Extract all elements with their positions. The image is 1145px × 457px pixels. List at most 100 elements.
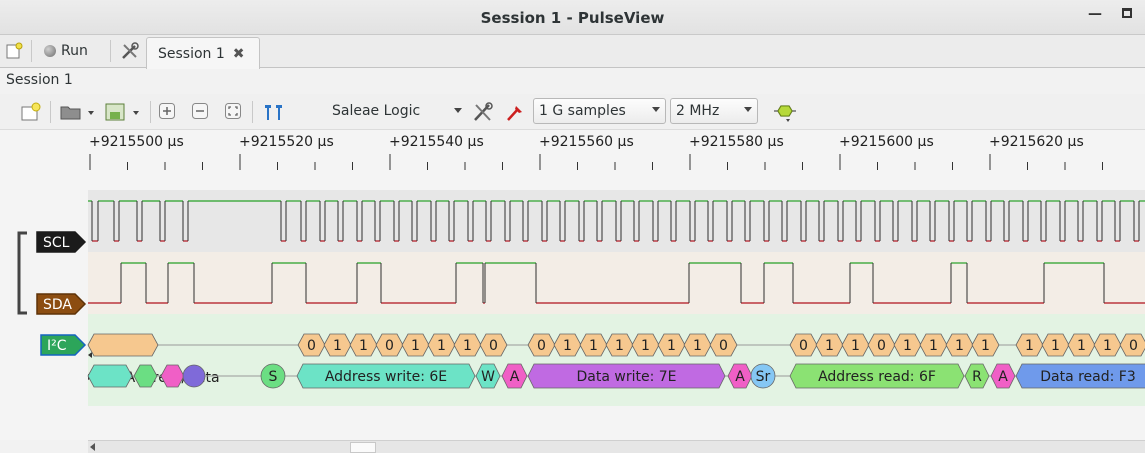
folder-icon (60, 106, 94, 120)
run-icon (44, 45, 56, 57)
maximize-button[interactable] (1122, 6, 1132, 22)
bit-cell-label: 1 (981, 338, 990, 354)
open-button[interactable] (60, 102, 96, 120)
probe-icon (507, 106, 522, 121)
separator (110, 40, 111, 62)
sda-label-box[interactable] (36, 293, 87, 315)
run-button[interactable]: Run (44, 35, 88, 67)
chevron-down-icon (652, 107, 660, 112)
scl-label: SCL (43, 235, 70, 251)
bit-cell[interactable] (709, 333, 738, 357)
address-read-annotation[interactable] (789, 363, 965, 389)
device-selector[interactable]: Saleae Logic (320, 98, 466, 124)
configure-device-button[interactable] (471, 102, 495, 121)
ack-annotation-label: A (998, 369, 1008, 385)
group-bracket (17, 231, 27, 315)
samplerate-select[interactable]: 2 MHz (670, 98, 758, 124)
bits-truncated[interactable] (87, 333, 159, 357)
bit-cell-label: 1 (903, 338, 912, 354)
tab-session-1[interactable]: Session 1 ✖ (146, 37, 260, 69)
sample-count-select[interactable]: 1 G samples (533, 98, 666, 124)
zoom-in-button[interactable] (158, 102, 178, 120)
bit-cell-label: 0 (489, 338, 498, 354)
bit-cell[interactable] (1119, 333, 1145, 357)
bit-cell-label: 1 (333, 338, 342, 354)
bit-cell-label: 0 (799, 338, 808, 354)
tools-icon (122, 42, 139, 59)
ruler-label: +9215580 µs (689, 134, 784, 150)
bit-cell-label: 0 (385, 338, 394, 354)
bit-cell-label: 1 (851, 338, 860, 354)
data-read-annotation[interactable] (1015, 363, 1145, 389)
i2c-row-background (88, 314, 1145, 406)
bit-cell-label: 0 (719, 338, 728, 354)
ack-annotation[interactable] (990, 363, 1016, 389)
bit-cell-label: 1 (411, 338, 420, 354)
annotation-truncated[interactable] (182, 364, 206, 388)
bit-cell-label: 1 (437, 338, 446, 354)
scl-label-box[interactable] (36, 231, 87, 253)
bit-cell-label: 0 (537, 338, 546, 354)
bit-cell-label: 1 (955, 338, 964, 354)
main-toolbar: Run Session 1 ✖ (0, 35, 1145, 69)
chevron-down-icon (454, 108, 462, 113)
bit-cell-label: 1 (693, 338, 702, 354)
bit-cell-label: 1 (359, 338, 368, 354)
ack-annotation-label: A (510, 369, 520, 385)
decoder-icon (774, 105, 796, 122)
data-write-annotation[interactable] (527, 363, 726, 389)
i2c-label: I²C (47, 338, 67, 354)
zoom-out-button[interactable] (191, 102, 211, 120)
scroll-left-icon[interactable] (90, 443, 95, 451)
ruler-label: +9215520 µs (239, 134, 334, 150)
scrollbar-thumb[interactable] (350, 442, 376, 453)
title-bar: Session 1 - PulseView — (0, 0, 1145, 35)
add-decoder-button[interactable] (772, 102, 800, 122)
bit-cell-label: 1 (825, 338, 834, 354)
minimize-button[interactable]: — (1088, 6, 1102, 22)
bit-cell[interactable] (971, 333, 1000, 357)
zoom-in-icon (159, 103, 175, 119)
bit-cell-label: 1 (1103, 338, 1112, 354)
start-condition[interactable] (260, 363, 286, 389)
probe-button[interactable] (504, 102, 528, 121)
ack-annotation-label: A (735, 369, 745, 385)
ruler-label: +9215560 µs (539, 134, 634, 150)
horizontal-scrollbar[interactable] (88, 440, 1145, 453)
repeated-start-condition[interactable] (750, 363, 776, 389)
settings-button[interactable] (120, 35, 140, 67)
new-view-button[interactable] (20, 102, 41, 121)
bit-cell-label: 0 (307, 338, 316, 354)
ack-annotation[interactable] (501, 363, 528, 389)
save-icon (105, 103, 139, 121)
bit-cell-label: 1 (1051, 338, 1060, 354)
tools-icon (474, 102, 493, 121)
bit-cell-label: 1 (641, 338, 650, 354)
close-tab-icon[interactable]: ✖ (232, 45, 245, 62)
bit-cell-label: 0 (877, 338, 886, 354)
write-bit-annotation[interactable] (475, 363, 501, 389)
bit-cell[interactable] (479, 333, 508, 357)
address-write-annotation[interactable] (296, 363, 476, 389)
bit-cell-label: 1 (929, 338, 938, 354)
read-bit-annotation[interactable] (964, 363, 990, 389)
zoom-fit-button[interactable] (224, 102, 244, 120)
zoom-out-icon (192, 103, 208, 119)
new-view-icon (21, 102, 41, 121)
cursor-button[interactable] (262, 102, 286, 120)
repeated-start-condition-label: Sr (756, 369, 771, 385)
new-session-button[interactable] (5, 35, 23, 67)
chevron-down-icon (744, 107, 752, 112)
annotation-truncated[interactable] (133, 364, 158, 388)
row-expand-icon[interactable] (88, 352, 92, 358)
annotation-truncated[interactable] (87, 364, 133, 388)
bit-cell-label: 0 (1129, 338, 1138, 354)
separator (150, 101, 151, 123)
bit-cell-label: 1 (1077, 338, 1086, 354)
save-button[interactable] (104, 102, 142, 121)
ruler-label: +9215620 µs (989, 134, 1084, 150)
i2c-label-box[interactable] (40, 334, 87, 356)
tab-label: Session 1 (158, 45, 225, 62)
